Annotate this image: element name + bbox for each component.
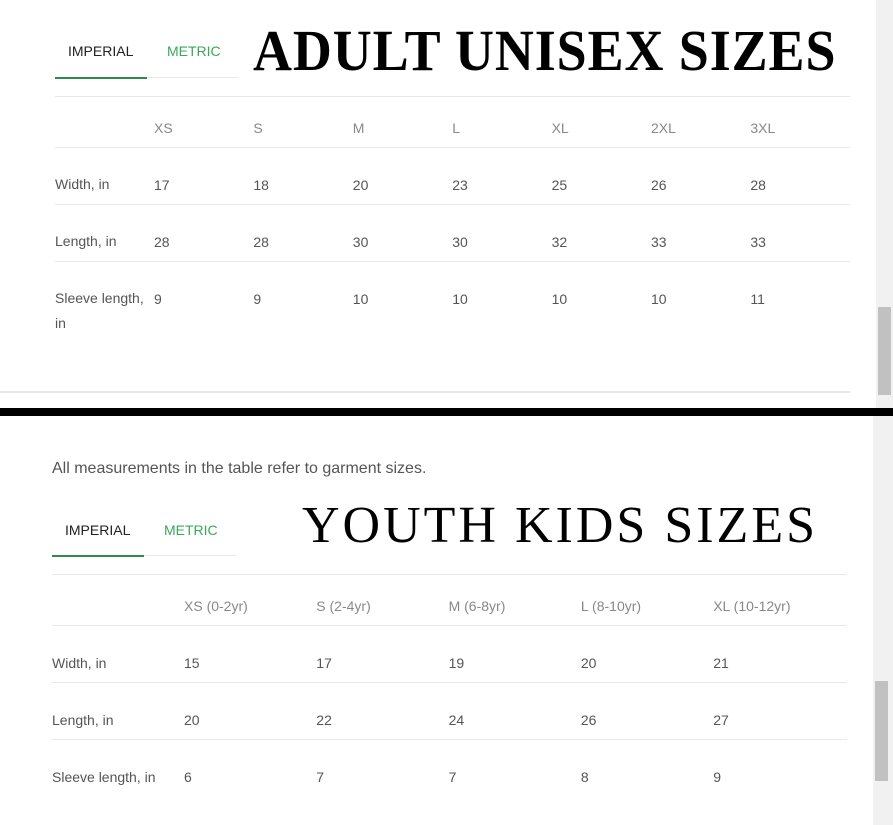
scrollbar[interactable] (876, 0, 893, 408)
column-header: 2XL (651, 120, 676, 136)
row-divider (55, 147, 850, 148)
table-cell: 20 (184, 712, 200, 728)
table-cell: 17 (316, 655, 332, 671)
table-cell: 33 (651, 234, 667, 250)
row-divider (55, 261, 850, 262)
column-header: XL (10-12yr) (713, 598, 791, 614)
table-cell: 22 (316, 712, 332, 728)
row-divider (55, 204, 850, 205)
row-label: Sleeve length, in (55, 290, 144, 331)
row-divider (52, 625, 847, 626)
table-cell: 10 (551, 291, 568, 307)
section-divider (0, 408, 893, 416)
table-cell: 20 (580, 655, 597, 671)
scrollbar-thumb[interactable] (875, 681, 888, 781)
table-cell: 30 (452, 234, 468, 250)
table-cell: 20 (352, 177, 369, 193)
row-label: Width, in (55, 176, 110, 192)
tab-active-indicator (52, 555, 144, 557)
table-cell: 18 (253, 177, 269, 193)
table-cell: 9 (713, 769, 721, 785)
table-cell: 33 (750, 234, 766, 250)
column-header: S (2-4yr) (316, 598, 371, 614)
column-header: XS (0-2yr) (184, 598, 248, 614)
column-header: S (253, 120, 263, 136)
table-cell: 28 (750, 177, 766, 193)
table-cell: 24 (448, 712, 465, 728)
column-header: L (452, 120, 460, 136)
table-cell: 17 (154, 177, 170, 193)
tab-metric[interactable]: METRIC (167, 43, 221, 59)
table-cell: 15 (184, 655, 200, 671)
tab-active-indicator (55, 77, 147, 79)
adult-title: ADULT UNISEX SIZES (253, 18, 837, 83)
table-cell: 27 (713, 712, 729, 728)
table-cell: 7 (316, 769, 325, 785)
table-cell: 7 (448, 769, 457, 785)
tab-imperial[interactable]: IMPERIAL (68, 43, 134, 59)
table-cell: 19 (448, 655, 465, 671)
table-cell: 26 (651, 177, 667, 193)
column-header: XS (154, 120, 173, 136)
measurement-note: All measurements in the table refer to g… (52, 460, 427, 477)
row-label: Width, in (52, 655, 107, 671)
table-cell: 10 (651, 291, 667, 307)
column-header: 3XL (750, 120, 776, 136)
table-cell: 9 (253, 291, 262, 307)
divider (55, 96, 850, 97)
table-cell: 26 (580, 712, 597, 728)
column-header: M (352, 120, 365, 136)
table-cell: 10 (352, 291, 369, 307)
table-cell: 28 (154, 234, 170, 250)
table-cell: 28 (253, 234, 269, 250)
row-label: Length, in (55, 233, 117, 249)
tab-metric[interactable]: METRIC (164, 522, 218, 538)
table-cell: 8 (580, 769, 589, 785)
youth-title: YOUTH KIDS SIZES (302, 497, 818, 554)
column-header: L (8-10yr) (580, 598, 642, 614)
row-divider (52, 739, 847, 740)
table-cell: 10 (452, 291, 468, 307)
row-divider (52, 682, 847, 683)
column-header: XL (551, 120, 569, 136)
column-header: M (6-8yr) (448, 598, 506, 614)
scrollbar-thumb[interactable] (878, 307, 891, 395)
tab-track (52, 555, 236, 556)
row-label: Sleeve length, in (52, 769, 156, 785)
table-cell: 11 (750, 291, 765, 307)
divider (0, 391, 850, 393)
tab-imperial[interactable]: IMPERIAL (65, 522, 131, 538)
row-label: Length, in (52, 712, 114, 728)
table-cell: 30 (352, 234, 369, 250)
table-cell: 25 (551, 177, 568, 193)
table-cell: 23 (452, 177, 468, 193)
table-cell: 9 (154, 291, 162, 307)
table-cell: 21 (713, 655, 729, 671)
table-cell: 6 (184, 769, 192, 785)
table-cell: 32 (551, 234, 568, 250)
divider (52, 574, 847, 575)
